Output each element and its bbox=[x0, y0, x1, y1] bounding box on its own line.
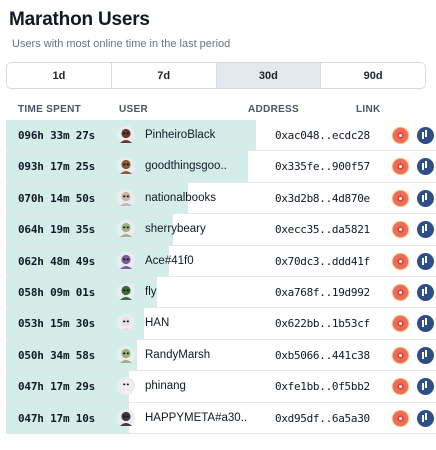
profile-link-icon[interactable] bbox=[392, 189, 409, 207]
avatar[interactable] bbox=[117, 220, 135, 239]
tab-90d[interactable]: 90d bbox=[363, 69, 383, 82]
tab-7d[interactable]: 7d bbox=[112, 63, 217, 88]
wallet-address[interactable]: 0xb5066..441c38 bbox=[275, 348, 370, 362]
profile-link-icon[interactable] bbox=[392, 346, 409, 364]
user-name[interactable]: goodthingsgoo.. bbox=[145, 160, 227, 173]
user-name[interactable]: PinheiroBlack bbox=[145, 129, 216, 141]
time-spent: 058h 09m 01s bbox=[18, 285, 96, 299]
wallet-address[interactable]: 0x335fe..900f57 bbox=[275, 160, 370, 174]
avatar[interactable] bbox=[117, 282, 135, 301]
user-name[interactable]: nationalbooks bbox=[145, 191, 216, 204]
explorer-link-icon[interactable] bbox=[417, 315, 434, 333]
column-header-user: USER bbox=[119, 104, 148, 115]
time-spent: 064h 19m 35s bbox=[18, 223, 96, 237]
avatar[interactable] bbox=[117, 251, 135, 270]
user-name[interactable]: RandyMarsh bbox=[145, 348, 211, 361]
avatar[interactable] bbox=[117, 377, 135, 396]
page-title: Marathon Users bbox=[9, 9, 150, 30]
user-name[interactable]: HAN bbox=[145, 317, 170, 330]
time-share-bar bbox=[6, 339, 137, 371]
time-spent: 047h 17m 29s bbox=[18, 380, 96, 394]
wallet-address[interactable]: 0xfe1bb..0f5bb2 bbox=[275, 380, 370, 394]
explorer-link-icon[interactable] bbox=[417, 127, 434, 144]
table-row[interactable]: 047h 17m 10s HAPPYMETA#a30.. 0xd95df..6a5a… bbox=[6, 402, 436, 434]
table-row[interactable]: 050h 34m 58s RandyMarsh 0xb5066..441c38 bbox=[6, 339, 436, 372]
explorer-link-icon[interactable] bbox=[417, 346, 434, 364]
user-name[interactable]: fly bbox=[145, 285, 157, 298]
table-header: TIME SPENT USER ADDRESS LINK bbox=[0, 104, 436, 118]
time-spent: 070h 14m 50s bbox=[18, 191, 96, 205]
users-table-body: 096h 33m 27s PinheiroBlack 0xac048..ecdc28… bbox=[6, 120, 436, 434]
wallet-address[interactable]: 0xecc35..da5821 bbox=[275, 223, 370, 237]
table-row[interactable]: 062h 48m 49s Ace#41f0 0x70dc3..ddd41f bbox=[6, 245, 436, 277]
wallet-address[interactable]: 0xac048..ecdc28 bbox=[275, 129, 370, 142]
explorer-link-icon[interactable] bbox=[417, 409, 434, 427]
explorer-link-icon[interactable] bbox=[417, 283, 434, 301]
column-header-address: ADDRESS bbox=[248, 104, 299, 115]
wallet-address[interactable]: 0xd95df..6a5a30 bbox=[275, 411, 370, 425]
time-spent: 053h 15m 30s bbox=[18, 317, 96, 331]
avatar[interactable] bbox=[117, 345, 135, 364]
profile-link-icon[interactable] bbox=[392, 378, 409, 396]
profile-link-icon[interactable] bbox=[392, 158, 409, 176]
explorer-link-icon[interactable] bbox=[417, 252, 434, 270]
profile-link-icon[interactable] bbox=[392, 127, 409, 144]
column-header-time: TIME SPENT bbox=[18, 104, 82, 115]
time-share-bar bbox=[6, 402, 129, 433]
table-row[interactable]: 064h 19m 35s sherrybeary 0xecc35..da5821 bbox=[6, 214, 436, 246]
time-spent: 047h 17m 10s bbox=[18, 411, 96, 425]
time-share-bar bbox=[6, 182, 188, 214]
user-name[interactable]: HAPPYMETA#a30.. bbox=[145, 411, 248, 424]
page-subtitle: Users with most online time in the last … bbox=[12, 38, 231, 50]
user-name[interactable]: sherrybeary bbox=[145, 223, 206, 236]
time-share-bar bbox=[6, 371, 129, 402]
time-share-bar bbox=[6, 245, 169, 276]
avatar[interactable] bbox=[117, 314, 135, 333]
wallet-address[interactable]: 0x3d2b8..4d870e bbox=[275, 191, 370, 205]
wallet-address[interactable]: 0x622bb..1b53cf bbox=[275, 317, 370, 331]
time-spent: 096h 33m 27s bbox=[18, 129, 96, 142]
time-spent: 062h 48m 49s bbox=[18, 254, 96, 268]
period-tabs: 1d 7d 30d 90d bbox=[6, 62, 426, 89]
wallet-address[interactable]: 0x70dc3..ddd41f bbox=[275, 254, 370, 268]
profile-link-icon[interactable] bbox=[392, 409, 409, 427]
avatar[interactable] bbox=[117, 408, 135, 427]
profile-link-icon[interactable] bbox=[392, 283, 409, 301]
profile-link-icon[interactable] bbox=[392, 315, 409, 333]
table-row[interactable]: 096h 33m 27s PinheiroBlack 0xac048..ecdc28 bbox=[6, 120, 436, 152]
avatar[interactable] bbox=[117, 126, 135, 144]
avatar[interactable] bbox=[117, 188, 135, 207]
explorer-link-icon[interactable] bbox=[417, 158, 434, 176]
table-row[interactable]: 058h 09m 01s fly 0xa768f..19d992 bbox=[6, 276, 436, 309]
user-name[interactable]: Ace#41f0 bbox=[145, 254, 194, 267]
wallet-address[interactable]: 0xa768f..19d992 bbox=[275, 285, 370, 299]
table-row[interactable]: 053h 15m 30s HAN 0x622bb..1b53cf bbox=[6, 308, 436, 340]
explorer-link-icon[interactable] bbox=[417, 189, 434, 207]
explorer-link-icon[interactable] bbox=[417, 378, 434, 396]
time-spent: 093h 17m 25s bbox=[18, 160, 96, 174]
profile-link-icon[interactable] bbox=[392, 252, 409, 270]
column-header-link: LINK bbox=[356, 104, 381, 115]
tab-30d[interactable]: 30d bbox=[216, 63, 322, 88]
table-row[interactable]: 070h 14m 50s nationalbooks 0x3d2b8..4d870e bbox=[6, 182, 436, 215]
tab-1d[interactable]: 1d bbox=[7, 63, 112, 88]
profile-link-icon[interactable] bbox=[392, 221, 409, 239]
table-row[interactable]: 093h 17m 25s goodthingsgoo.. 0x335fe..900f… bbox=[6, 151, 436, 183]
avatar[interactable] bbox=[117, 157, 135, 176]
time-spent: 050h 34m 58s bbox=[18, 348, 96, 362]
table-row[interactable]: 047h 17m 29s phinang 0xfe1bb..0f5bb2 bbox=[6, 371, 436, 403]
time-share-bar bbox=[6, 214, 173, 245]
user-name[interactable]: phinang bbox=[145, 380, 186, 393]
explorer-link-icon[interactable] bbox=[417, 221, 434, 239]
